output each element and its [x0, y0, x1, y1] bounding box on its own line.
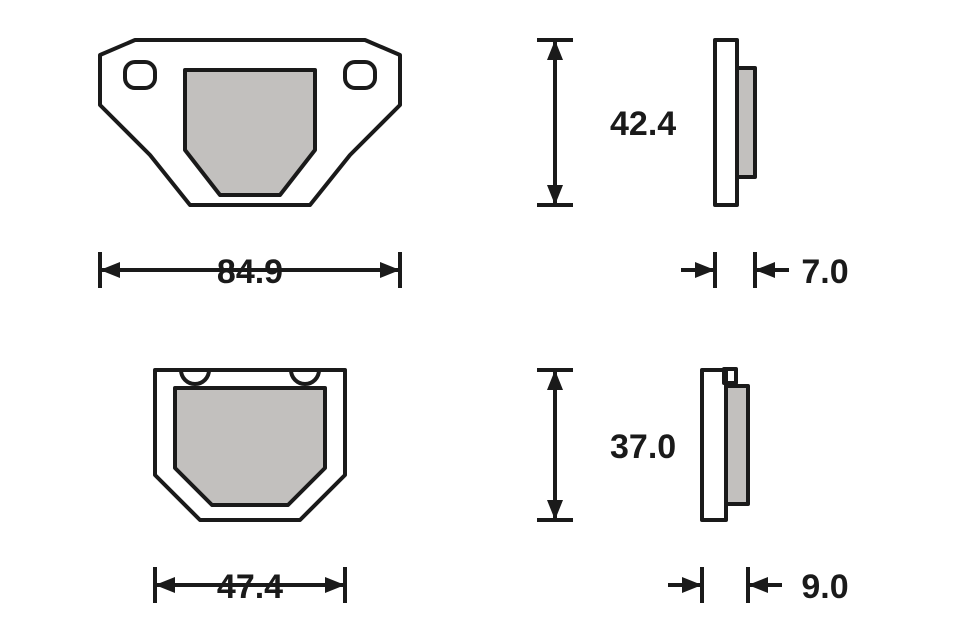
pad-top-side-friction: [737, 68, 755, 177]
pad-bottom-side-notch: [724, 369, 736, 383]
dim-bottom-thickness-svg: 9.0: [801, 568, 848, 606]
dim-bottom-height-svg: 37.0: [610, 428, 676, 466]
pad-bottom-notch-0: [181, 370, 209, 384]
pad-bottom-side-friction: [726, 386, 748, 504]
pad-bottom-side-backing: [702, 370, 726, 520]
pad-top-hole-0: [125, 62, 155, 88]
pad-top-hole-1: [345, 62, 375, 88]
pad-bottom-notch-1: [291, 370, 319, 384]
dim-top-width-svg: 84.9: [217, 253, 283, 291]
pad-top-friction: [185, 70, 315, 195]
dim-top-height-svg: 42.4: [610, 105, 676, 143]
dim-bottom-width-svg: 47.4: [217, 568, 283, 606]
dim-top-thickness-svg: 7.0: [801, 253, 848, 291]
pad-top-side-backing: [715, 40, 737, 205]
pad-bottom-friction: [175, 388, 325, 505]
